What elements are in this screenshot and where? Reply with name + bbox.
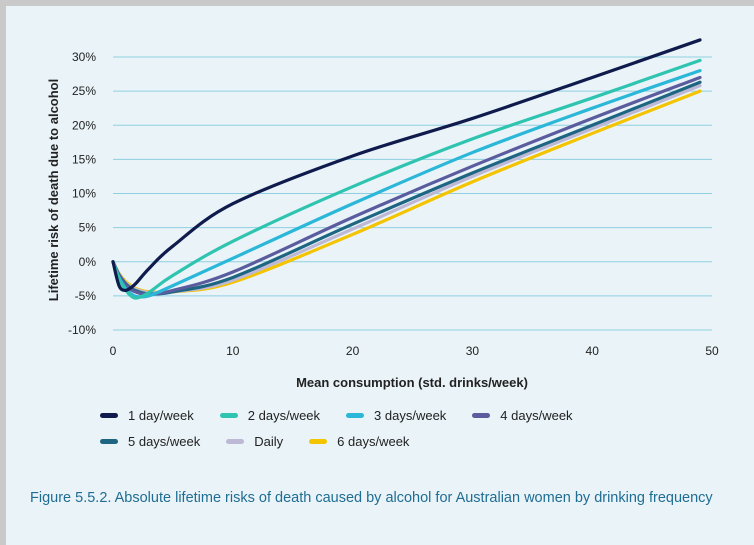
legend-swatch	[309, 439, 328, 444]
y-tick-labels: -10% -5% 0% 5% 10% 15% 20% 25% 30%	[68, 50, 96, 337]
figure-caption: Figure 5.5.2. Absolute lifetime risks of…	[30, 490, 713, 506]
x-tick-label: 40	[586, 344, 600, 358]
y-tick-label: 0%	[79, 255, 97, 269]
series-lines	[111, 38, 702, 300]
y-tick-label: 15%	[72, 152, 96, 166]
legend-row: 5 days/week Daily 6 days/week	[100, 434, 660, 449]
y-tick-label: 30%	[72, 50, 96, 64]
legend-item: 4 days/week	[472, 408, 573, 423]
line-chart: -10% -5% 0% 5% 10% 15% 20% 25% 30% 0 10 20 30 40 50 L…	[46, 38, 719, 390]
x-tick-label: 10	[226, 344, 240, 358]
y-axis-title: Lifetime risk of death due to alcohol	[46, 79, 61, 301]
y-tick-label: -10%	[68, 323, 96, 337]
legend-item: 2 days/week	[219, 408, 321, 423]
y-tick-label: 25%	[72, 84, 96, 98]
legend-label: 6 days/week	[337, 434, 410, 449]
legend-swatch	[100, 439, 118, 444]
y-tick-label: -5%	[75, 289, 97, 303]
legend-item: 6 days/week	[309, 434, 409, 449]
legend-swatch	[472, 413, 491, 418]
legend-item: 5 days/week	[100, 434, 200, 449]
legend-swatch	[226, 439, 245, 444]
y-tick-label: 10%	[72, 187, 96, 201]
x-tick-label: 20	[346, 344, 360, 358]
legend-swatch	[219, 413, 238, 418]
legend-label: 4 days/week	[500, 408, 573, 423]
x-tick-label: 30	[466, 344, 480, 358]
x-tick-label: 0	[110, 344, 117, 358]
legend-item: Daily	[226, 434, 283, 449]
y-tick-label: 5%	[79, 221, 97, 235]
legend-label: 2 days/week	[247, 408, 321, 423]
legend-swatch	[346, 413, 365, 418]
legend-label: 5 days/week	[128, 434, 201, 449]
series-line-1-day-week	[111, 38, 702, 293]
legend-row: 1 day/week 2 days/week 3 days/week 4 days/w…	[100, 408, 660, 423]
series-line-4-days-week	[111, 75, 702, 297]
x-tick-label: 50	[705, 344, 719, 358]
y-tick-label: 20%	[72, 118, 96, 132]
legend-label: Daily	[254, 434, 284, 449]
legend-item: 3 days/week	[346, 408, 446, 423]
legend: 1 day/week 2 days/week 3 days/week 4 days/w…	[100, 408, 660, 460]
x-axis-title: Mean consumption (std. drinks/week)	[296, 375, 528, 390]
legend-item: 1 day/week	[100, 408, 194, 423]
legend-swatch	[100, 413, 118, 418]
series-line-3-days-week	[111, 69, 702, 299]
legend-label: 3 days/week	[374, 408, 447, 423]
legend-label: 1 day/week	[128, 408, 194, 423]
x-tick-labels: 0 10 20 30 40 50	[110, 344, 719, 358]
top-border	[6, 0, 754, 6]
gridlines	[113, 56, 712, 331]
